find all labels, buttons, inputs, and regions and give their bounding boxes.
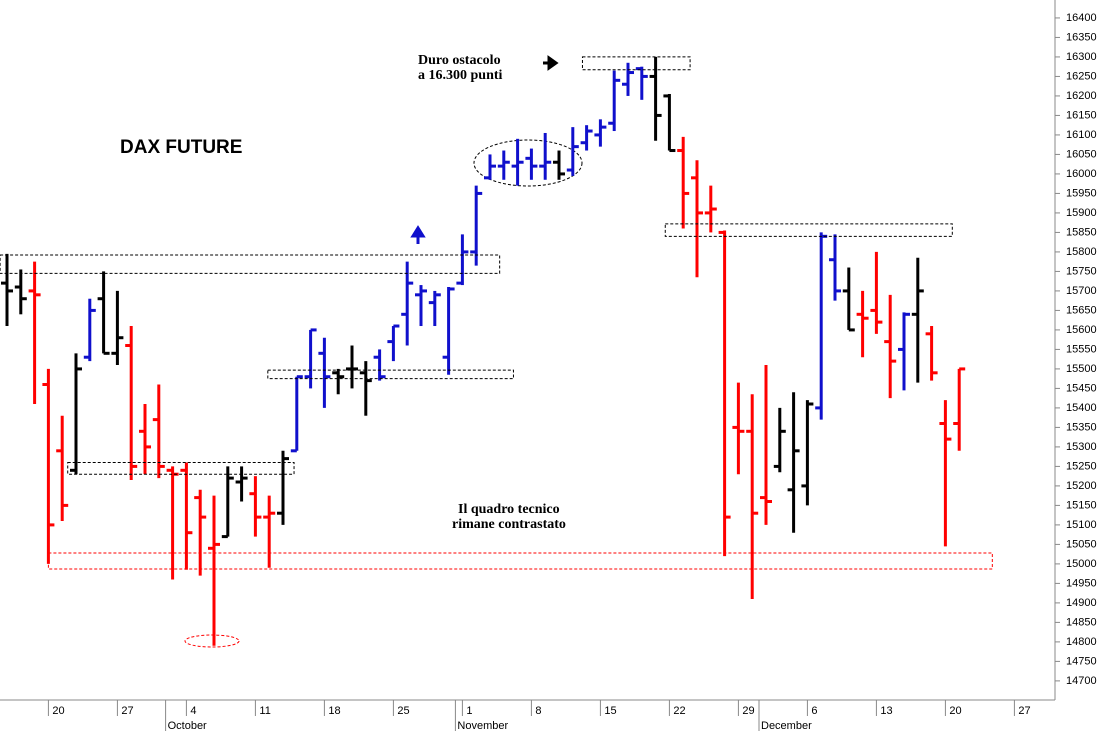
arrow-up <box>410 225 426 244</box>
annotation: Il quadro tecnico <box>458 502 560 517</box>
y-tick-label: 15350 <box>1066 421 1097 433</box>
y-tick-label: 15400 <box>1066 402 1097 414</box>
y-tick-label: 15000 <box>1066 558 1097 570</box>
x-tick-label: 1 <box>466 705 472 717</box>
y-tick-label: 16050 <box>1066 148 1097 160</box>
y-tick-label: 15700 <box>1066 285 1097 297</box>
y-tick-label: 16100 <box>1066 129 1097 141</box>
y-tick-label: 15050 <box>1066 538 1097 550</box>
y-tick-label: 15300 <box>1066 441 1097 453</box>
y-tick-label: 15450 <box>1066 382 1097 394</box>
x-tick-label: 22 <box>673 705 685 717</box>
price-zone <box>0 254 501 274</box>
x-tick-label: 18 <box>328 705 340 717</box>
x-tick-label: 27 <box>121 705 133 717</box>
annotation: a 16.300 punti <box>418 68 503 83</box>
x-tick-label: 25 <box>397 705 409 717</box>
y-tick-label: 15500 <box>1066 363 1097 375</box>
arrow-right <box>543 55 559 71</box>
x-tick-label: 27 <box>1018 705 1030 717</box>
y-tick-label: 14800 <box>1066 636 1097 648</box>
highlight-ellipse <box>473 139 583 187</box>
price-zone <box>267 369 514 380</box>
plot <box>1 56 966 646</box>
month-label: October <box>168 720 207 731</box>
y-tick-label: 15100 <box>1066 519 1097 531</box>
x-tick-label: 20 <box>52 705 64 717</box>
y-tick-label: 16200 <box>1066 90 1097 102</box>
annotation: Duro ostacolo <box>418 53 501 68</box>
y-tick-label: 15150 <box>1066 499 1097 511</box>
y-tick-label: 16150 <box>1066 109 1097 121</box>
y-tick-label: 16300 <box>1066 51 1097 63</box>
x-tick-label: 4 <box>190 705 196 717</box>
y-tick-label: 14900 <box>1066 597 1097 609</box>
x-tick-label: 20 <box>949 705 961 717</box>
price-zone <box>47 552 993 570</box>
y-tick-label: 16250 <box>1066 70 1097 82</box>
y-tick-label: 16000 <box>1066 168 1097 180</box>
month-label: December <box>761 720 812 731</box>
y-tick-label: 14700 <box>1066 675 1097 687</box>
y-tick-label: 15250 <box>1066 460 1097 472</box>
chart-title: DAX FUTURE <box>120 137 242 158</box>
month-label: November <box>457 720 508 731</box>
y-tick-label: 15200 <box>1066 480 1097 492</box>
y-tick-label: 14850 <box>1066 616 1097 628</box>
y-tick-label: 14750 <box>1066 655 1097 667</box>
y-tick-label: 15750 <box>1066 265 1097 277</box>
y-tick-label: 15650 <box>1066 304 1097 316</box>
y-tick-label: 15950 <box>1066 187 1097 199</box>
price-zone <box>664 223 953 237</box>
x-tick-label: 13 <box>880 705 892 717</box>
y-tick-label: 15600 <box>1066 324 1097 336</box>
x-tick-label: 6 <box>811 705 817 717</box>
x-tick-label: 29 <box>742 705 754 717</box>
x-tick-label: 11 <box>259 705 270 717</box>
x-tick-label: 8 <box>535 705 541 717</box>
annotation: rimane contrastato <box>452 517 566 532</box>
y-tick-label: 16350 <box>1066 31 1097 43</box>
y-tick-label: 15850 <box>1066 226 1097 238</box>
y-tick-label: 16400 <box>1066 12 1097 24</box>
y-tick-label: 15900 <box>1066 207 1097 219</box>
price-zone <box>67 462 295 475</box>
y-tick-label: 15550 <box>1066 343 1097 355</box>
x-tick-label: 15 <box>604 705 616 717</box>
y-tick-label: 15800 <box>1066 246 1097 258</box>
highlight-ellipse <box>184 634 240 648</box>
y-tick-label: 14950 <box>1066 577 1097 589</box>
